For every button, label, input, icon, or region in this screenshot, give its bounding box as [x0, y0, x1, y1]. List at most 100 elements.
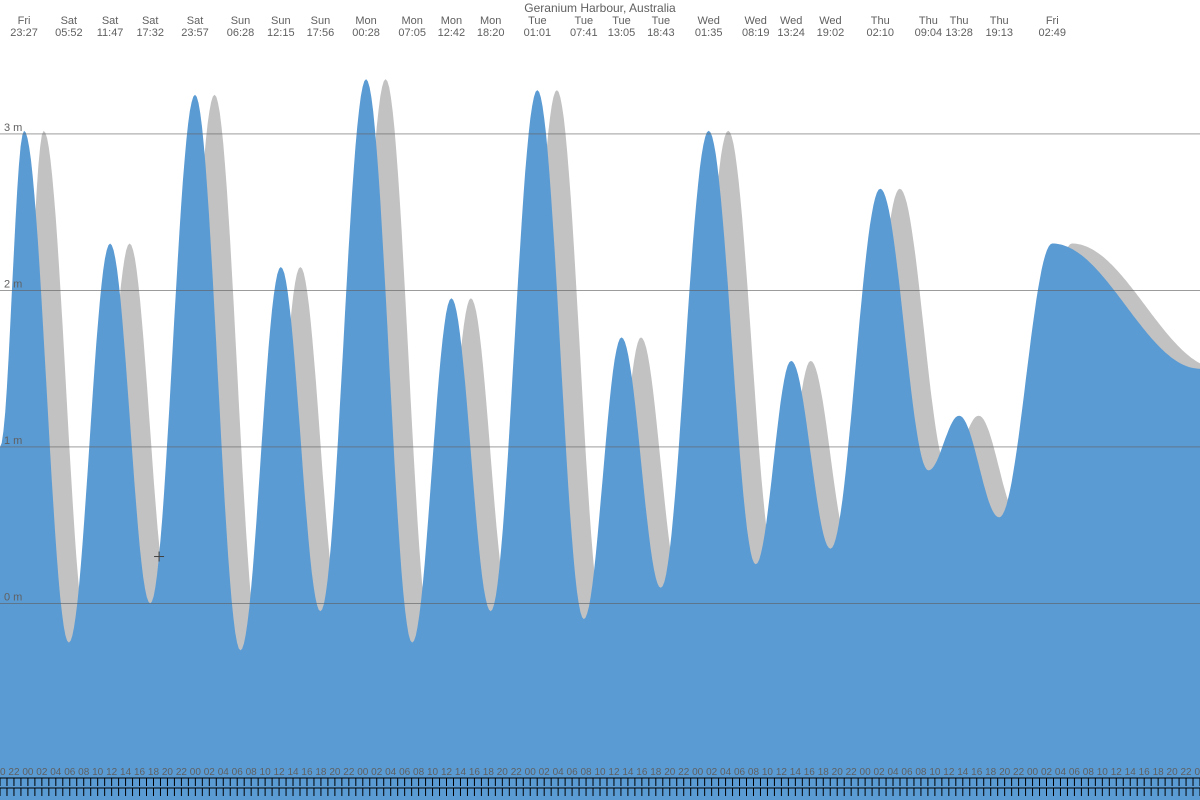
x-axis-label: 08: [413, 767, 425, 778]
x-axis-label: 20: [162, 767, 174, 778]
x-axis-label: 20: [0, 767, 6, 778]
top-label-time: 17:56: [307, 27, 335, 39]
x-axis-label: 08: [246, 767, 258, 778]
x-axis-label: 00: [22, 767, 34, 778]
top-label-day: Sat: [142, 15, 159, 27]
top-label-time: 19:13: [985, 27, 1013, 39]
tide-area: [0, 79, 1200, 800]
x-axis-label: 16: [804, 767, 816, 778]
x-axis-label: 20: [664, 767, 676, 778]
x-axis-label: 10: [260, 767, 272, 778]
x-axis-label: 14: [622, 767, 634, 778]
x-axis-label: 16: [971, 767, 983, 778]
y-axis-label: 1 m: [4, 435, 22, 447]
x-axis-label: 00: [692, 767, 704, 778]
top-label-day: Thu: [919, 15, 938, 27]
top-label-time: 11:47: [97, 27, 124, 39]
x-axis-label: 14: [790, 767, 802, 778]
x-axis-label: 18: [818, 767, 830, 778]
top-label-time: 02:49: [1038, 27, 1066, 39]
chart-svg: 0 m1 m2 m3 mGeranium Harbour, AustraliaF…: [0, 0, 1200, 800]
x-axis-label: 00: [860, 767, 872, 778]
x-axis-label: 16: [1139, 767, 1151, 778]
x-axis-label: 22: [8, 767, 20, 778]
x-axis-label: 06: [734, 767, 746, 778]
x-axis-label: 12: [274, 767, 286, 778]
top-label-day: Sun: [271, 15, 291, 27]
x-axis-label: 14: [957, 767, 969, 778]
x-axis-label: 20: [1167, 767, 1179, 778]
x-axis-label: 18: [985, 767, 997, 778]
x-axis-label: 10: [1097, 767, 1109, 778]
x-axis-label: 04: [385, 767, 397, 778]
x-axis-label: 02: [1041, 767, 1053, 778]
x-axis-label: 06: [399, 767, 411, 778]
top-label-time: 17:32: [136, 27, 164, 39]
x-axis-label: 08: [78, 767, 90, 778]
x-axis-label: 06: [64, 767, 76, 778]
top-label-time: 02:10: [866, 27, 894, 39]
x-axis-label: 02: [371, 767, 383, 778]
x-axis-label: 20: [329, 767, 341, 778]
x-axis-label: 02: [706, 767, 718, 778]
x-axis-label: 14: [120, 767, 132, 778]
top-label-time: 09:04: [915, 27, 943, 39]
x-axis-label: 18: [650, 767, 662, 778]
top-label-day: Wed: [745, 15, 767, 27]
top-label-day: Thu: [990, 15, 1009, 27]
y-axis-label: 2 m: [4, 278, 22, 290]
x-axis-label: 14: [455, 767, 467, 778]
tide-chart: 0 m1 m2 m3 mGeranium Harbour, AustraliaF…: [0, 0, 1200, 800]
x-axis-label: 12: [441, 767, 453, 778]
x-axis-label: 00: [1027, 767, 1039, 778]
top-label-day: Sun: [231, 15, 251, 27]
top-label-time: 18:20: [477, 27, 505, 39]
x-axis-label: 10: [929, 767, 941, 778]
top-label-time: 13:24: [777, 27, 805, 39]
x-axis-label: 18: [483, 767, 495, 778]
x-axis-label: 16: [301, 767, 313, 778]
top-label-time: 13:28: [945, 27, 973, 39]
top-label-time: 01:01: [524, 27, 552, 39]
x-axis-label: 12: [608, 767, 620, 778]
x-axis-label: 08: [748, 767, 760, 778]
top-label-time: 13:05: [608, 27, 636, 39]
x-axis-label: 00: [525, 767, 537, 778]
x-axis-label: 22: [343, 767, 355, 778]
x-axis-label: 12: [776, 767, 788, 778]
x-axis-label: 06: [232, 767, 244, 778]
top-label-day: Fri: [1046, 15, 1059, 27]
top-label-day: Sat: [187, 15, 204, 27]
x-axis-label: 14: [1125, 767, 1137, 778]
top-label-day: Mon: [401, 15, 422, 27]
x-axis-label: 04: [720, 767, 732, 778]
x-axis-label: 00: [357, 767, 369, 778]
top-label-time: 12:42: [438, 27, 466, 39]
top-label-time: 23:57: [181, 27, 209, 39]
x-axis-label: 20: [497, 767, 509, 778]
x-axis-label: 22: [1180, 767, 1192, 778]
top-label-time: 18:43: [647, 27, 675, 39]
x-axis-label: 16: [469, 767, 481, 778]
x-axis-label: 04: [218, 767, 230, 778]
x-axis-label: 02: [204, 767, 216, 778]
x-axis-label: 08: [1083, 767, 1095, 778]
x-axis-label: 00: [1194, 767, 1200, 778]
x-axis-label: 04: [553, 767, 565, 778]
chart-title: Geranium Harbour, Australia: [524, 1, 676, 15]
x-axis-label: 18: [315, 767, 327, 778]
top-label-time: 07:05: [398, 27, 426, 39]
x-axis-label: 02: [874, 767, 886, 778]
x-axis-label: 22: [511, 767, 523, 778]
top-label-day: Mon: [355, 15, 376, 27]
x-axis-label: 22: [1013, 767, 1025, 778]
top-label-day: Tue: [652, 15, 671, 27]
top-label-day: Mon: [480, 15, 501, 27]
top-label-time: 19:02: [817, 27, 845, 39]
x-axis-label: 10: [594, 767, 606, 778]
x-axis-label: 18: [148, 767, 160, 778]
x-axis-label: 10: [427, 767, 439, 778]
top-label-time: 01:35: [695, 27, 723, 39]
top-label-time: 06:28: [227, 27, 255, 39]
top-label-day: Sun: [311, 15, 331, 27]
